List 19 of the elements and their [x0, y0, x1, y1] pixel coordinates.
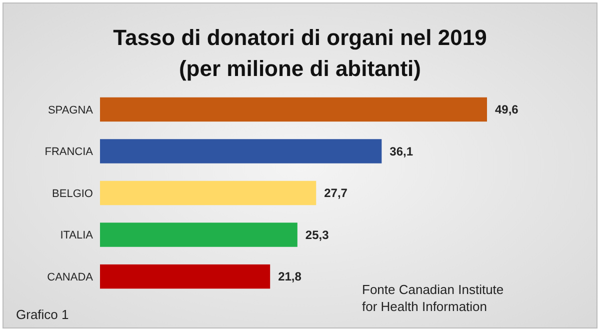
y-tick-label: FRANCIA [44, 146, 94, 158]
bar [100, 139, 382, 164]
y-tick-label: CANADA [47, 271, 94, 284]
bar [100, 222, 298, 247]
bar [100, 180, 316, 206]
data-label: 36,1 [390, 144, 414, 158]
y-tick-label: SPAGNA [48, 104, 94, 116]
data-label: 27,7 [324, 186, 348, 200]
chart-title: Tasso di donatori di organi nel 2019 [113, 25, 487, 50]
data-label: 21,8 [278, 270, 302, 284]
data-label: 49,6 [495, 102, 519, 117]
data-label: 25,3 [305, 228, 330, 242]
text: Grafico 1 [16, 307, 69, 322]
y-tick-label: ITALIA [60, 230, 94, 242]
annotation: Fonte Canadian Institute for Health Information [362, 282, 504, 314]
y-tick-label: BELGIO [52, 188, 94, 200]
chart-subtitle: (per milione di abitanti) [178, 56, 422, 81]
bar [100, 264, 270, 289]
bar [100, 97, 487, 122]
